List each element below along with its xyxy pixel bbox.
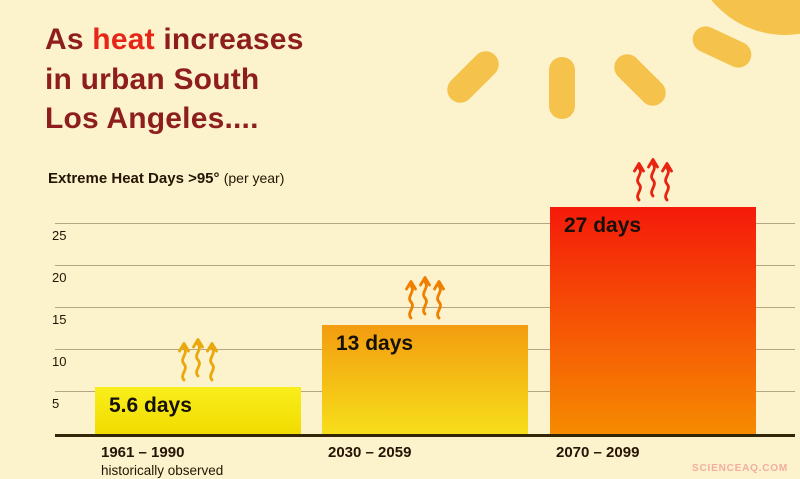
bar-1961-1990: 5.6 days [95, 338, 301, 434]
x-label-1961-1990: 1961 – 1990 [101, 444, 185, 461]
y-tick-label: 25 [52, 228, 67, 243]
title-line1-prefix: As [45, 23, 93, 56]
watermark: SCIENCEAQ.COM [692, 463, 788, 474]
x-label-2030-2059: 2030 – 2059 [328, 444, 412, 461]
x-label-2070-2099: 2070 – 2099 [556, 444, 640, 461]
gridline [55, 265, 795, 266]
sun-icon [447, 0, 800, 119]
x-axis: 1961 – 1990 historically observed 2030 –… [55, 444, 795, 479]
bar-value-label: 27 days [564, 214, 642, 238]
title-highlight-heat: heat [92, 23, 155, 56]
bar-2030-2059: 13 days [322, 275, 528, 434]
chart-title: Extreme Heat Days >95° (per year) [48, 170, 284, 187]
heat-arrows-icon [178, 338, 218, 382]
chart-title-unit: (per year) [223, 170, 285, 186]
bar-value-label: 5.6 days [109, 393, 192, 417]
title-line2: in urban South [45, 62, 260, 96]
title-line1-suffix: increases [154, 23, 304, 56]
chart-title-bold: Extreme Heat Days >95° [48, 170, 220, 187]
y-tick-label: 10 [52, 354, 67, 370]
x-label-note: historically observed [101, 463, 224, 478]
y-tick-label: 5 [52, 396, 60, 412]
bar-value-label: 13 days [336, 331, 414, 355]
y-tick-label: 15 [52, 312, 67, 327]
bar-2070-2099: 27 days [550, 158, 756, 434]
heat-arrows-icon [405, 275, 445, 320]
plot-area: 5.6 days 13 days 27 days 5 10 15 20 25 [52, 158, 795, 437]
y-tick-label: 20 [52, 270, 67, 286]
title-line3: Los Angeles.... [45, 102, 259, 136]
page-title: As heat increases in urban South Los Ang… [45, 20, 395, 139]
gridline [55, 223, 795, 224]
heat-arrows-icon [633, 158, 673, 202]
